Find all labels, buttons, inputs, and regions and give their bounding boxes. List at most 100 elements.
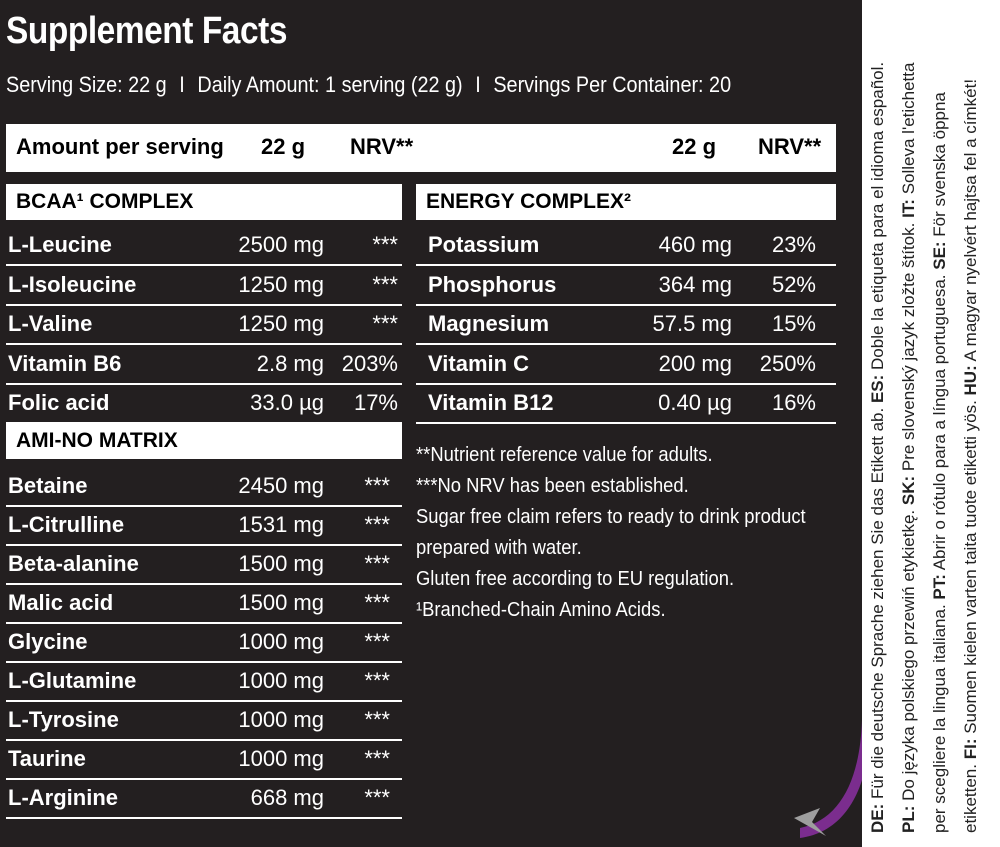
footnote: Sugar free claim refers to ready to drin… [416, 506, 806, 528]
language-code: FI: [961, 738, 980, 760]
nutrient-nrv: *** [372, 311, 398, 336]
language-text: per scegliere la lingua italiana. [930, 599, 949, 833]
language-text: Doble la etiqueta para el idioma español… [868, 61, 887, 375]
amount-per-serving-label: Amount per serving [16, 134, 224, 159]
language-code: PL: [899, 805, 918, 833]
nutrient-nrv: 15% [771, 311, 816, 336]
nutrient-amount: 1000 mg [238, 746, 324, 771]
nutrient-name: L-Leucine [8, 232, 112, 257]
fold-arrow-icon [794, 720, 870, 838]
table-row: Betaine 2450 mg *** [6, 466, 402, 507]
nutrient-name: Taurine [8, 746, 86, 771]
table-header: Amount per serving 22 g NRV** 22 g NRV** [6, 124, 836, 172]
nutrient-name: Potassium [428, 232, 540, 257]
separator: I [475, 72, 481, 97]
language-instruction-line: DE: Für die deutsche Sprache ziehen Sie … [868, 62, 888, 833]
nutrient-nrv: *** [364, 707, 390, 732]
table-row: Beta-alanine 1500 mg *** [6, 544, 402, 585]
table-row: L-Isoleucine 1250 mg *** [6, 265, 402, 306]
table-row: L-Glutamine 1000 mg *** [6, 661, 402, 702]
language-code: ES: [868, 374, 887, 404]
table-row: Taurine 1000 mg *** [6, 739, 402, 780]
language-instruction-line: per scegliere la lingua italiana. PT: Ab… [930, 92, 950, 833]
language-text: etiketten. [961, 759, 980, 833]
footnote: prepared with water. [416, 537, 582, 559]
nutrient-amount: 1000 mg [238, 668, 324, 693]
nutrient-nrv: *** [372, 232, 398, 257]
language-text: För svenska öppna [930, 92, 949, 242]
language-strip: DE: Für die deutsche Sprache ziehen Sie … [862, 0, 1000, 847]
nutrient-name: Phosphorus [428, 271, 557, 297]
table-row: Vitamin B12 0.40 µg 16% [416, 383, 836, 424]
table-row: Vitamin C 200 mg 250% [416, 344, 836, 385]
nutrient-amount: 1500 mg [238, 590, 324, 615]
nutrient-amount: 2500 mg [238, 232, 324, 257]
nutrient-name: Malic acid [8, 590, 114, 615]
nutrient-nrv: *** [364, 512, 390, 537]
language-text: Solleva l'etichetta [899, 62, 918, 200]
page-title: Supplement Facts [6, 10, 287, 52]
language-code: SK: [899, 475, 918, 506]
nutrient-nrv: 250% [759, 350, 816, 376]
nutrient-amount: 1250 mg [238, 271, 324, 297]
language-text: Für die deutsche Sprache ziehen Sie das … [868, 403, 887, 804]
serving-size: Serving Size: 22 g [6, 72, 167, 97]
nutrient-nrv: *** [364, 590, 390, 615]
nutrient-amount: 200 mg [658, 350, 732, 376]
amount-header-right: 22 g [672, 134, 717, 159]
nutrient-nrv: *** [372, 271, 398, 297]
daily-amount: Daily Amount: 1 serving (22 g) [197, 72, 463, 97]
bcaa-section-title: BCAA¹ COMPLEX [16, 190, 194, 213]
language-text: Do języka polskiego przewiń etykietkę. [899, 505, 918, 806]
table-row: L-Leucine 2500 mg *** [6, 225, 402, 266]
footnote: Gluten free according to EU regulation. [416, 568, 735, 590]
table-row: Potassium 460 mg 23% [416, 225, 836, 266]
nutrient-name: L-Tyrosine [8, 707, 119, 732]
table-row: Glycine 1000 mg *** [6, 622, 402, 663]
nutrient-amount: 0.40 µg [658, 390, 732, 415]
nutrient-name: L-Arginine [8, 785, 118, 810]
nutrient-amount: 2450 mg [238, 473, 324, 498]
footnotes: **Nutrient reference value for adults. *… [416, 440, 840, 626]
energy-section-header: ENERGY COMPLEX² [416, 184, 836, 220]
nutrient-nrv: 23% [771, 232, 816, 257]
nutrient-name: Magnesium [428, 311, 550, 336]
nutrient-amount: 57.5 mg [652, 311, 733, 336]
language-code: IT: [899, 199, 918, 218]
nutrient-amount: 1000 mg [238, 707, 324, 732]
energy-section-title: ENERGY COMPLEX² [426, 190, 631, 213]
language-text: Pre slovenský jazyk zložte štítok. [899, 217, 918, 476]
nutrient-name: L-Citrulline [8, 512, 125, 537]
footnote: **Nutrient reference value for adults. [416, 444, 713, 466]
table-row: L-Tyrosine 1000 mg *** [6, 700, 402, 741]
nutrient-nrv: 17% [353, 390, 398, 415]
nutrient-nrv: *** [364, 629, 390, 654]
language-instruction-line: PL: Do języka polskiego przewiń etykietk… [899, 63, 919, 833]
language-instruction-line: etiketten. FI: Suomen kielen varten tait… [961, 79, 981, 833]
bcaa-section-header: BCAA¹ COMPLEX [6, 184, 402, 220]
footnote: ¹Branched-Chain Amino Acids. [416, 599, 666, 621]
nutrient-nrv: *** [364, 668, 390, 693]
nutrient-name: L-Isoleucine [8, 271, 137, 297]
nutrient-nrv: *** [364, 746, 390, 771]
amino-section-title: AMI-NO MATRIX [16, 429, 178, 452]
nutrient-nrv: *** [364, 473, 390, 498]
nutrient-nrv: 203% [341, 350, 398, 376]
nutrient-amount: 1000 mg [238, 629, 324, 654]
nutrient-name: L-Glutamine [8, 668, 137, 693]
nutrient-amount: 1500 mg [238, 551, 324, 576]
nutrient-amount: 2.8 mg [256, 350, 324, 376]
table-row: Folic acid 33.0 µg 17% [6, 383, 402, 424]
nutrient-name: Glycine [8, 629, 88, 654]
language-text: Abrir o rótulo para a língua portuguesa. [930, 269, 949, 575]
nutrient-amount: 460 mg [658, 232, 732, 257]
nutrient-name: Vitamin B12 [428, 390, 554, 415]
table-row: Phosphorus 364 mg 52% [416, 265, 836, 306]
nutrient-nrv: *** [364, 785, 390, 810]
nutrient-amount: 668 mg [250, 785, 324, 810]
nutrient-name: Vitamin C [428, 350, 530, 376]
nrv-header-right: NRV** [758, 134, 822, 159]
nutrient-nrv: 16% [771, 390, 816, 415]
table-row: L-Citrulline 1531 mg *** [6, 505, 402, 546]
nutrient-name: L-Valine [8, 311, 93, 336]
